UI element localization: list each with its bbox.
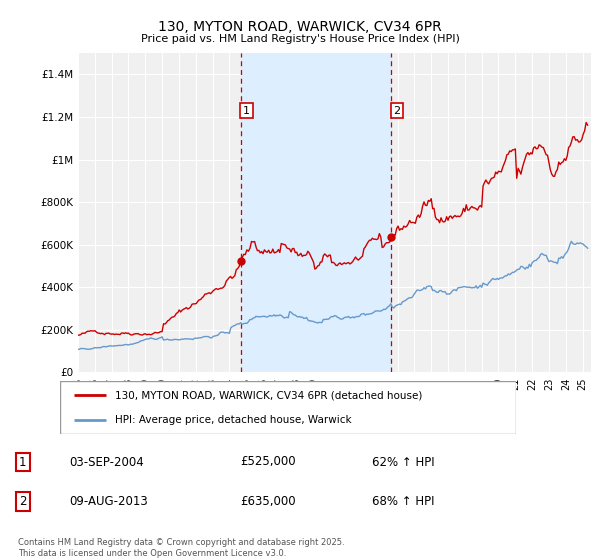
Text: 62% ↑ HPI: 62% ↑ HPI: [372, 455, 434, 469]
Text: HPI: Average price, detached house, Warwick: HPI: Average price, detached house, Warw…: [115, 414, 352, 424]
Text: Price paid vs. HM Land Registry's House Price Index (HPI): Price paid vs. HM Land Registry's House …: [140, 34, 460, 44]
FancyBboxPatch shape: [60, 381, 516, 434]
Text: 130, MYTON ROAD, WARWICK, CV34 6PR: 130, MYTON ROAD, WARWICK, CV34 6PR: [158, 20, 442, 34]
Text: 68% ↑ HPI: 68% ↑ HPI: [372, 494, 434, 508]
Text: 130, MYTON ROAD, WARWICK, CV34 6PR (detached house): 130, MYTON ROAD, WARWICK, CV34 6PR (deta…: [115, 390, 422, 400]
Text: £635,000: £635,000: [240, 494, 296, 508]
Text: 1: 1: [19, 455, 26, 469]
Bar: [241, 53, 391, 372]
Text: 2: 2: [394, 106, 400, 116]
Text: £525,000: £525,000: [240, 455, 296, 469]
Text: 1: 1: [243, 106, 250, 116]
Text: 03-SEP-2004: 03-SEP-2004: [69, 455, 144, 469]
Text: Contains HM Land Registry data © Crown copyright and database right 2025.
This d: Contains HM Land Registry data © Crown c…: [18, 538, 344, 558]
Text: 2: 2: [19, 494, 26, 508]
Text: 09-AUG-2013: 09-AUG-2013: [69, 494, 148, 508]
